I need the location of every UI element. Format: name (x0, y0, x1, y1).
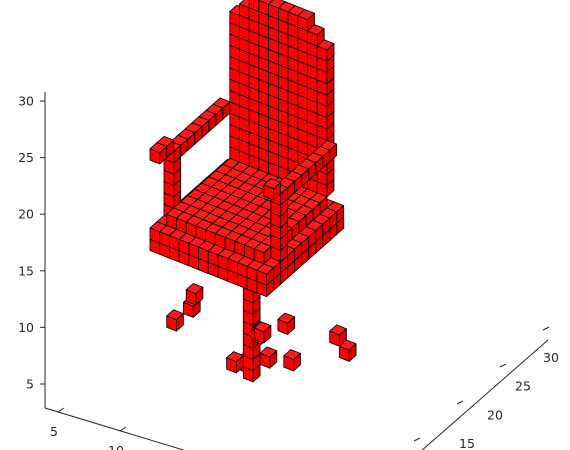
voxel-cube (253, 321, 272, 344)
y-tick (499, 363, 507, 368)
voxel-cube (338, 339, 357, 362)
z-tick-label: 20 (18, 207, 34, 222)
z-tick-label: 10 (18, 320, 34, 335)
y-tick (542, 326, 550, 331)
voxel-cube (256, 263, 275, 286)
voxel-face (277, 312, 296, 324)
voxel-face (307, 24, 325, 36)
z-tick-label: 5 (26, 377, 34, 392)
voxel-face (283, 349, 301, 361)
voxel-face (253, 321, 272, 333)
voxel-cube (316, 39, 335, 62)
voxel-cube (149, 142, 168, 165)
y-tick (413, 437, 421, 442)
voxel-cube (166, 309, 184, 332)
z-tick-label: 25 (18, 150, 34, 165)
voxel-cube (263, 178, 282, 201)
voxel-face (256, 263, 275, 275)
voxel-face (338, 339, 357, 351)
voxel-face (263, 178, 282, 190)
voxel-face (329, 324, 347, 336)
voxel-cube (185, 283, 204, 306)
z-tick-label: 30 (18, 94, 34, 109)
axes (44, 92, 549, 450)
y-tick-label: 20 (487, 407, 503, 422)
z-tick-label: 15 (18, 263, 34, 278)
voxel-cube (226, 351, 244, 374)
y-tick-label: 25 (515, 379, 531, 394)
voxel-cube (283, 349, 301, 372)
chair-voxels (149, 0, 357, 383)
y-axis-line (421, 339, 549, 450)
y-tick (456, 400, 464, 405)
y-tick-label: 15 (459, 436, 475, 450)
voxel-cube (307, 24, 325, 47)
voxel-face (149, 142, 168, 154)
voxel-face (253, 242, 272, 254)
voxel-face (259, 346, 278, 358)
voxel-face (166, 309, 184, 321)
voxel-cube (253, 242, 272, 265)
voxel-cube (297, 9, 315, 32)
voxel-cube (259, 346, 278, 369)
x-axis-line (44, 407, 186, 450)
voxel-cube (277, 312, 296, 335)
voxel-face (316, 39, 335, 51)
voxel-face (297, 9, 315, 20)
voxel-face (226, 351, 244, 363)
y-tick-label: 30 (543, 350, 559, 365)
x-tick (57, 407, 65, 413)
voxel-face (185, 283, 204, 295)
x-tick-label: 10 (108, 443, 124, 450)
tick-labels: 5 10 15 20 25 30 5 10 15 20 25 30 (18, 94, 559, 450)
x-tick (119, 426, 127, 432)
x-tick-label: 5 (50, 424, 58, 439)
